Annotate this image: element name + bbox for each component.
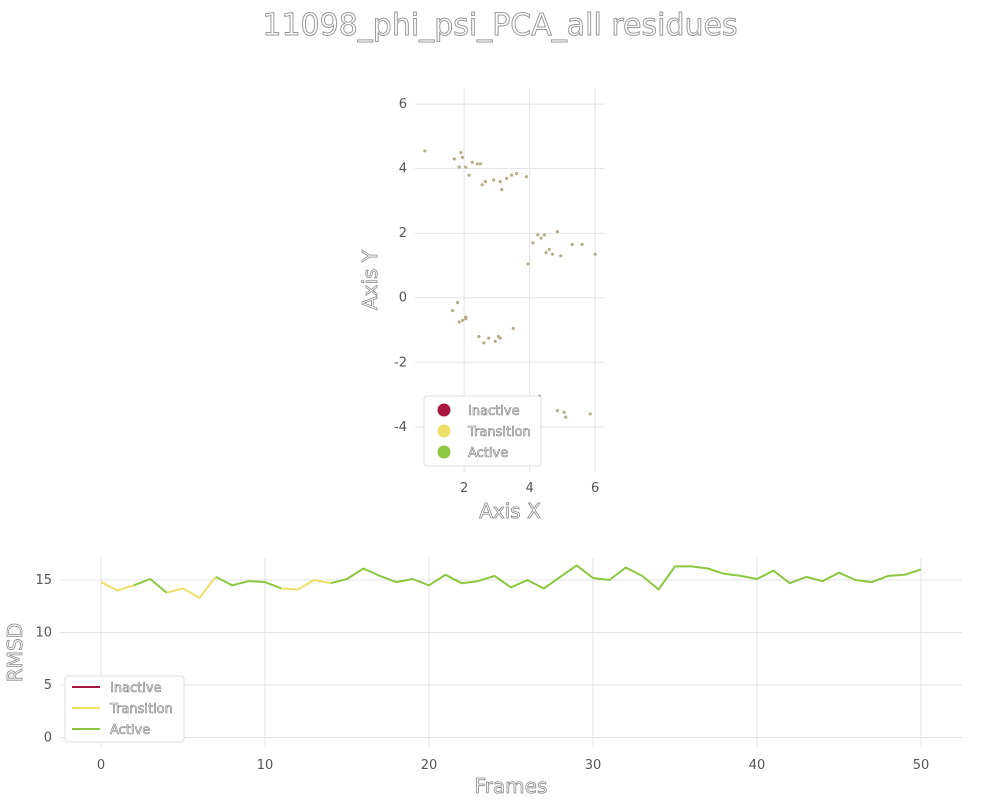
scatter-ylabel: Axis Y [358,249,382,310]
scatter-legend-label: Active [468,446,508,461]
scatter-point [539,236,543,240]
scatter-point [593,252,597,256]
figure-title: 11098_phi_psi_PCA_all residues [262,8,738,44]
scatter-xtick-label: 4 [526,481,534,496]
scatter-point [500,188,504,192]
scatter-point [451,309,455,313]
scatter-point [536,233,540,237]
line-legend: Inactive Transition Active [64,675,185,743]
scatter-ytick-label: 6 [399,97,407,112]
line-xtick-label: 0 [97,758,105,773]
series-line-active [330,564,922,591]
scatter-point [505,176,509,180]
scatter-point [498,336,502,340]
scatter-point [493,339,497,343]
scatter-point [460,318,465,322]
scatter-point [547,247,551,251]
line-legend-label: Inactive [110,681,162,696]
line-legend-label: Active [110,723,150,738]
line-ylabel: RMSD [3,623,27,682]
scatter-point [492,178,496,182]
scatter-xlabel: Axis X [479,499,541,523]
scatter-point [544,250,548,255]
scatter-point [550,252,555,256]
scatter-point [470,160,474,164]
scatter-point [483,179,488,184]
line-ytick-label: 5 [44,678,52,693]
line-legend-box [64,675,185,743]
scatter-point [477,334,481,339]
scatter-point [555,409,560,413]
scatter-point [511,326,515,331]
scatter-ytick-label: -4 [394,420,407,435]
series-line-active [215,576,282,590]
scatter-point [514,171,519,176]
scatter-xtick-label: 6 [591,481,599,496]
scatter-ytick-label: 4 [399,162,407,177]
line-ytick-label: 0 [44,731,52,746]
scatter-legend-label: Inactive [468,404,520,419]
scatter-point [457,165,461,169]
scatter-point [526,262,530,266]
scatter-legend-marker [437,424,451,438]
scatter-point [562,410,566,414]
scatter-point [464,317,468,321]
line-xtick-label: 40 [749,758,766,773]
series-line-transition [281,579,331,591]
scatter-point [423,149,427,153]
scatter-point [498,179,502,184]
scatter-point [475,162,479,166]
scatter-point [555,229,560,234]
scatter-point [460,155,465,159]
scatter-point [564,415,568,419]
series-line-transition [100,581,135,592]
line-ytick-label: 10 [35,626,52,641]
scatter-point [510,173,514,177]
scatter-ytick-label: 0 [399,291,407,306]
scatter-legend: Inactive Transition Active [423,395,542,467]
scatter-point [480,183,484,187]
scatter-ytick-label: -2 [394,355,407,370]
scatter-point [457,320,461,324]
line-legend-label: Transition [109,702,173,717]
scatter-legend-label: Transition [467,425,531,440]
scatter-point [559,254,563,258]
series-line-transition [166,576,217,599]
series-line-active [133,578,168,594]
scatter-point [478,162,483,166]
scatter-plot: -4 -2 0 2 4 6 2 4 6 Axis X Axis Y Inactive Transitio… [358,88,605,523]
scatter-legend-marker [437,445,451,459]
scatter-point [452,157,456,161]
rmsd-line-plot: 0 5 10 15 0 10 20 30 40 50 Frames RMSD Inactive Trans… [3,558,962,798]
line-xtick-label: 50 [913,758,930,773]
scatter-point [524,175,528,179]
line-xtick-label: 30 [585,758,602,773]
scatter-point [467,173,471,177]
scatter-point [464,165,468,169]
line-xtick-label: 20 [421,758,438,773]
scatter-point [459,150,463,155]
scatter-point [487,336,491,340]
scatter-xtick-label: 2 [460,481,468,496]
line-ytick-label: 15 [35,573,52,588]
scatter-point [588,412,592,416]
line-xlabel: Frames [475,774,548,798]
scatter-point [482,341,486,345]
scatter-legend-marker [437,403,451,417]
scatter-point [542,233,546,237]
scatter-point [531,241,535,245]
scatter-point [570,242,574,247]
scatter-legend-box [423,395,542,467]
scatter-point [580,242,584,247]
scatter-ytick-label: 2 [399,226,407,241]
line-xtick-label: 10 [257,758,274,773]
scatter-point [455,300,460,305]
